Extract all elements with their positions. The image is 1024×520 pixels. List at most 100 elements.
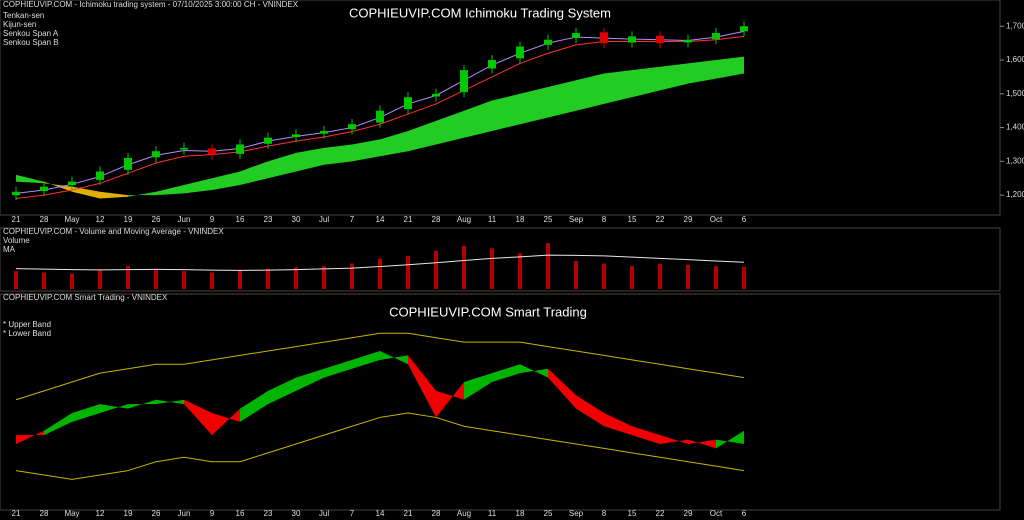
x-tick-label: 22 [656, 509, 665, 518]
legend-entry: Volume [3, 236, 30, 245]
band-fill [16, 174, 44, 184]
x-tick-label: Oct [710, 215, 723, 224]
x-tick-label: 29 [684, 215, 693, 224]
x-tick-label: 12 [96, 215, 105, 224]
x-tick-label: 28 [40, 215, 49, 224]
volume-bar [294, 267, 298, 289]
band-fill [604, 70, 632, 104]
band-fill [352, 351, 380, 369]
band-fill [212, 408, 240, 436]
x-tick-label: 11 [488, 509, 497, 518]
x-tick-label: 14 [376, 509, 385, 518]
candle-body [432, 93, 440, 97]
legend-entry: Senkou Span A [3, 29, 59, 38]
volume-bar [182, 271, 186, 289]
band-fill [716, 56, 744, 79]
x-tick-label: 11 [488, 215, 497, 224]
band-fill [492, 93, 520, 131]
x-tick-label: 21 [404, 509, 413, 518]
chart-title: COPHIEUVIP.COM Ichimoku Trading System [349, 5, 611, 20]
x-tick-label: 23 [264, 509, 273, 518]
x-tick-label: Jul [319, 509, 329, 518]
x-tick-label: 19 [124, 215, 133, 224]
x-tick-label: 28 [40, 509, 49, 518]
x-tick-label: 25 [544, 509, 553, 518]
band-fill [100, 404, 128, 413]
band-fill [380, 130, 408, 157]
band-fill [436, 382, 464, 418]
band-fill [44, 413, 72, 436]
x-tick-label: 6 [742, 215, 747, 224]
candle-body [292, 134, 300, 138]
x-tick-label: 21 [404, 215, 413, 224]
volume-bar [658, 263, 662, 289]
panel-header: COPHIEUVIP.COM Smart Trading - VNINDEX [3, 293, 168, 302]
band-fill [408, 355, 436, 418]
series-line [15, 412, 745, 480]
volume-bar [154, 268, 158, 289]
x-tick-label: Aug [457, 509, 471, 518]
band-fill [604, 413, 632, 436]
y-tick-label: 1,400 [1006, 123, 1024, 132]
x-tick-label: 16 [236, 215, 245, 224]
band-fill [520, 87, 548, 125]
volume-bar [546, 243, 550, 289]
x-tick-label: 29 [684, 509, 693, 518]
band-fill [436, 110, 464, 145]
band-fill [716, 430, 744, 449]
band-fill [632, 66, 660, 98]
x-tick-label: 26 [152, 215, 161, 224]
x-tick-label: 30 [292, 509, 301, 518]
panel-frame [0, 227, 1001, 292]
x-tick-label: 14 [376, 215, 385, 224]
volume-bar [378, 258, 382, 289]
band-fill [72, 186, 100, 199]
band-fill [352, 139, 380, 162]
volume-bar [406, 255, 410, 289]
band-fill [184, 178, 212, 194]
band-fill [324, 359, 352, 378]
volume-bar [14, 271, 18, 289]
candle-body [40, 186, 48, 192]
x-tick-label: 25 [544, 215, 553, 224]
volume-bar [434, 250, 438, 289]
volume-bar [714, 266, 718, 289]
y-tick-label: 1,700 [1006, 21, 1024, 30]
x-tick-label: Jun [178, 509, 191, 518]
band-fill [576, 395, 604, 427]
band-fill [548, 368, 576, 409]
legend-entry: MA [3, 245, 16, 254]
panel-frame [0, 0, 1001, 216]
y-tick-label: 1,600 [1006, 55, 1024, 64]
band-fill [16, 430, 44, 444]
band-fill [240, 161, 268, 185]
x-tick-label: 19 [124, 509, 133, 518]
candle-body [404, 97, 412, 109]
candle-body [264, 137, 272, 144]
band-fill [128, 399, 156, 409]
band-fill [156, 184, 184, 196]
x-tick-label: May [64, 215, 79, 224]
x-tick-label: 30 [292, 215, 301, 224]
candle-body [124, 157, 132, 170]
candle-body [600, 32, 608, 44]
panel-header: COPHIEUVIP.COM - Volume and Moving Avera… [3, 227, 224, 236]
candle-body [684, 39, 692, 43]
x-tick-label: Jun [178, 215, 191, 224]
band-fill [268, 377, 296, 405]
x-tick-label: 28 [432, 509, 441, 518]
legend-entry: Kijun-sen [3, 20, 36, 29]
x-tick-label: 8 [602, 509, 607, 518]
x-tick-label: 9 [210, 215, 215, 224]
volume-bar [70, 273, 74, 289]
band-fill [380, 351, 408, 365]
volume-bar [742, 266, 746, 289]
volume-bar [238, 270, 242, 289]
x-tick-label: 9 [210, 509, 215, 518]
band-fill [632, 426, 660, 444]
y-tick-label: 1,500 [1006, 89, 1024, 98]
band-fill [156, 399, 184, 405]
volume-bar [210, 272, 214, 289]
